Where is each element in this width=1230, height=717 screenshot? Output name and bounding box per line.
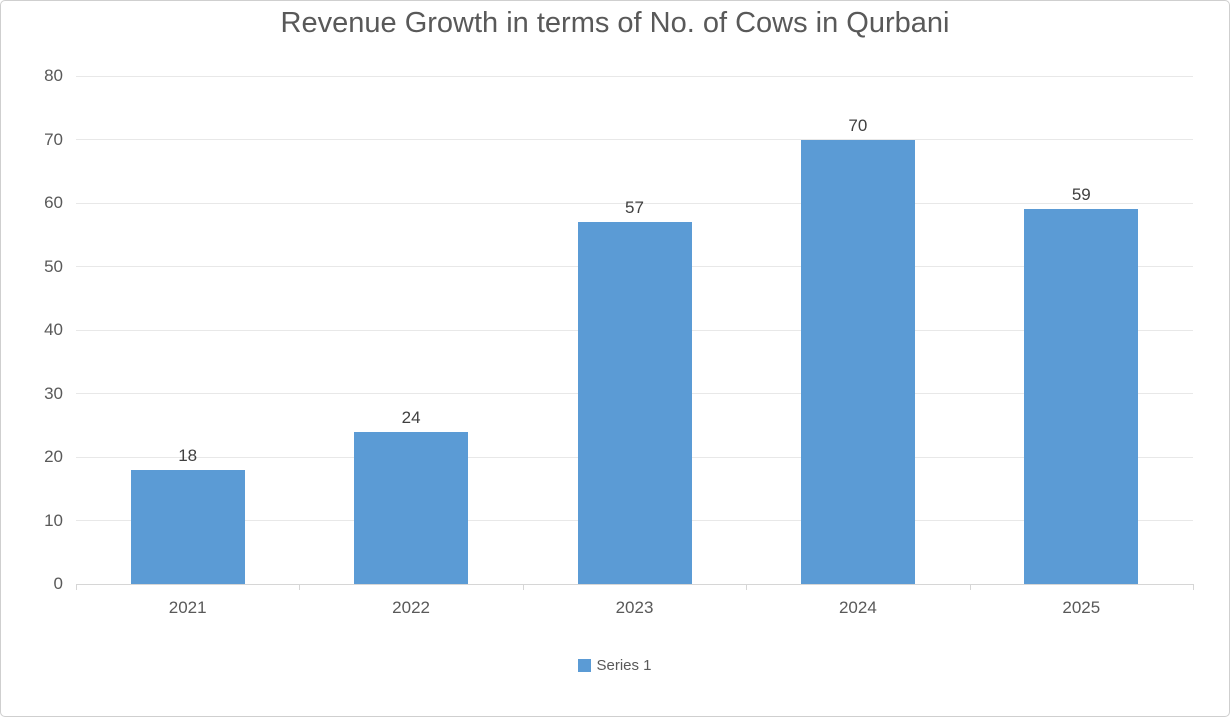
x-axis-label-2021: 2021 (168, 598, 207, 617)
bar-2021 (130, 469, 245, 584)
x-axis-tick (1193, 584, 1194, 590)
x-axis-label-2023: 2023 (615, 598, 654, 617)
y-axis-label-0: 0 (53, 574, 63, 593)
bar-value-label-2021: 18 (178, 445, 198, 465)
y-axis-label-10: 10 (44, 510, 63, 530)
y-axis-label-50: 50 (44, 256, 63, 276)
bar-2023 (577, 222, 692, 584)
gridline-70 (76, 139, 1193, 140)
x-axis-tick (969, 584, 971, 590)
x-axis-tick (522, 584, 524, 590)
bar-value-label-2024: 70 (848, 115, 868, 135)
y-axis-label-40: 40 (44, 320, 63, 339)
x-axis-tick (746, 584, 748, 590)
legend-swatch (578, 659, 592, 672)
y-axis-label-80: 80 (44, 66, 63, 85)
y-axis-label-20: 20 (44, 447, 63, 466)
y-axis-label-30: 30 (44, 383, 63, 403)
chart-title: Revenue Growth in terms of No. of Cows i… (280, 7, 950, 39)
x-axis-label-2022: 2022 (392, 598, 430, 617)
gridline-80 (76, 75, 1193, 77)
bar-value-label-2025: 59 (1071, 185, 1091, 205)
y-axis-label-70: 70 (44, 129, 63, 149)
gridline-60 (76, 202, 1193, 204)
bar-2025 (1024, 209, 1139, 584)
bar-2024 (800, 139, 915, 584)
x-axis-label-2025: 2025 (1062, 598, 1101, 617)
x-axis-tick (299, 584, 301, 590)
bar-value-label-2023: 57 (625, 198, 644, 218)
y-axis-label-60: 60 (44, 193, 63, 212)
bar-2022 (354, 431, 469, 584)
legend: Series 1 (1, 657, 1229, 674)
x-axis-tick (76, 584, 77, 590)
legend-label: Series 1 (596, 657, 652, 674)
x-axis-label-2024: 2024 (838, 598, 877, 617)
gridline-0 (76, 583, 1193, 585)
bar-value-label-2022: 24 (401, 407, 421, 427)
